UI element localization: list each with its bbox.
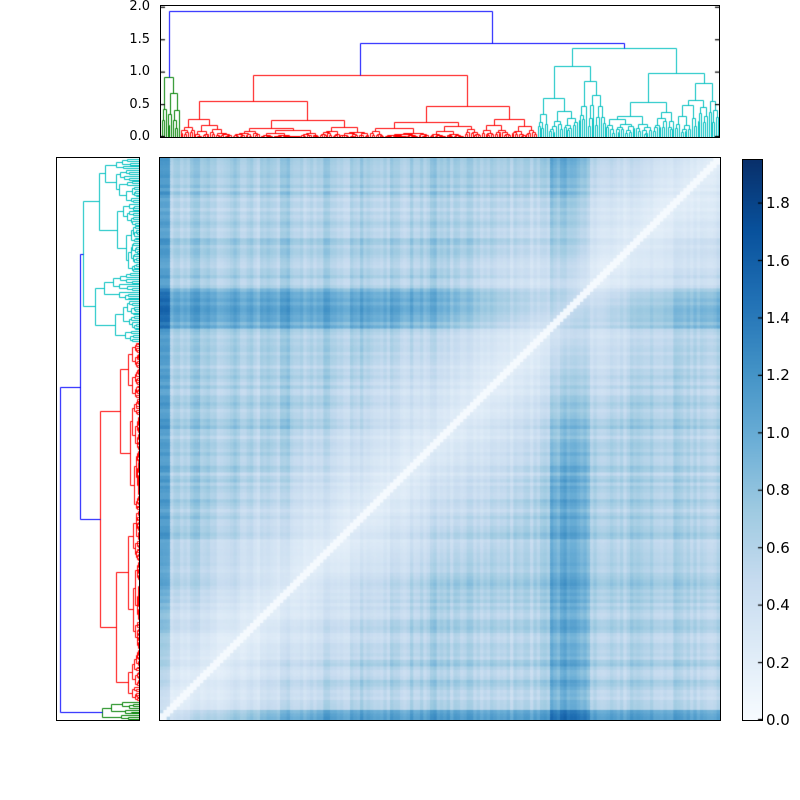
- colorbar-tick-label: 1.4: [766, 308, 790, 327]
- colorbar-tick-label: 0.6: [766, 538, 790, 557]
- colorbar-tick-label: 0.0: [766, 711, 790, 729]
- colorbar-tick-label: 1.2: [766, 366, 790, 385]
- heatmap-axes: [159, 157, 721, 721]
- colorbar-gradient: [743, 160, 762, 720]
- distance-matrix-heatmap: [160, 158, 720, 720]
- colorbar-tick-label: 1.0: [766, 423, 790, 442]
- top-dendrogram-axes: [160, 5, 720, 138]
- y-axis-tick-label: 0.0: [129, 129, 150, 144]
- colorbar-axes: [742, 159, 763, 721]
- colorbar-tick-label: 0.4: [766, 596, 790, 615]
- colorbar-tick-label: 1.8: [766, 194, 790, 213]
- y-axis-tick-label: 0.5: [129, 96, 150, 112]
- left-dendrogram-canvas: [57, 158, 139, 720]
- y-axis-tick-label: 1.0: [129, 64, 150, 80]
- y-axis-tick-label: 1.5: [129, 31, 150, 47]
- y-axis-tick-label: 2.0: [129, 0, 150, 15]
- top-dendrogram-canvas: [161, 6, 719, 137]
- left-dendrogram-axes: [56, 157, 140, 721]
- colorbar-tick-label: 0.2: [766, 653, 790, 672]
- colorbar-tick-label: 1.6: [766, 251, 790, 270]
- colorbar-tick-label: 0.8: [766, 481, 790, 500]
